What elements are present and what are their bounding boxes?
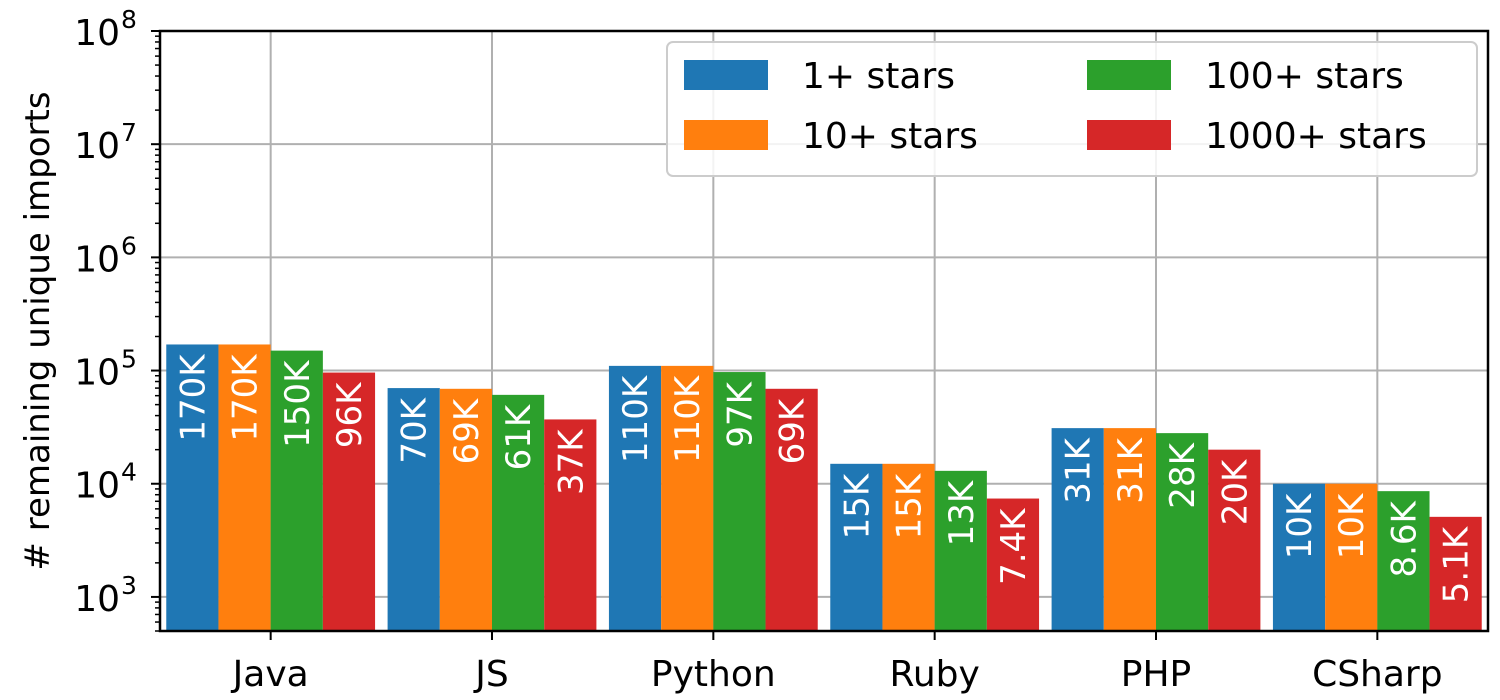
bar-value-label: 28K [1163, 441, 1203, 508]
legend: 1+ stars 10+ stars 100+ stars 1000+ stars [666, 41, 1478, 177]
bar-value-label: 37K [551, 428, 591, 495]
y-tick-label: 10 [74, 239, 120, 280]
y-tick-label: 10 [74, 353, 120, 394]
bar-value-label: 110K [616, 374, 656, 463]
legend-swatch [1087, 120, 1171, 150]
y-tick-exponent: 5 [121, 345, 137, 374]
y-tick-exponent: 6 [121, 231, 137, 260]
y-axis-title: # remaining unique imports [18, 91, 58, 570]
bar [986, 498, 1040, 631]
x-tick-label: JS [473, 654, 508, 695]
x-tick-label: PHP [1121, 654, 1192, 695]
y-tick-label: 10 [74, 579, 120, 620]
bar-value-label: 5.1K [1437, 525, 1477, 603]
y-tick-exponent: 3 [121, 571, 137, 600]
bar [387, 388, 440, 631]
bar-value-label: 70K [395, 396, 435, 463]
bar [1429, 516, 1482, 631]
bar-value-label: 97K [720, 380, 760, 447]
bar-value-label: 13K [942, 479, 982, 546]
y-tick-label: 10 [74, 126, 120, 167]
bar [1208, 449, 1261, 631]
bar [1051, 428, 1104, 631]
bar-value-label: 69K [447, 397, 487, 464]
bar [1325, 483, 1378, 631]
bar [882, 463, 935, 631]
bar-value-label: 170K [226, 353, 266, 442]
bar [166, 344, 219, 631]
y-tick-exponent: 4 [121, 458, 137, 487]
bar [492, 394, 545, 631]
bar-value-label: 10K [1280, 492, 1320, 559]
bar [713, 372, 766, 631]
y-tick-exponent: 7 [121, 118, 137, 147]
y-tick-label: 10 [74, 466, 120, 507]
bar-value-label: 8.6K [1384, 499, 1424, 577]
plot-frame [158, 29, 1490, 633]
x-tick-label: Ruby [889, 654, 979, 695]
bar-value-label: 150K [278, 359, 318, 448]
bar-value-label: 31K [1111, 436, 1151, 503]
bar-value-label: 69K [773, 397, 813, 464]
bar [1377, 491, 1430, 631]
x-tick-label: Python [651, 654, 776, 695]
bar [439, 388, 492, 631]
legend-frame [666, 41, 1478, 177]
bar-value-label: 170K [173, 353, 213, 442]
legend-swatch [1087, 60, 1171, 90]
bar [765, 388, 818, 631]
bar-value-label: 20K [1215, 458, 1255, 525]
bar [1272, 483, 1326, 631]
bar [1156, 433, 1209, 631]
x-tick-label: Java [231, 654, 309, 695]
bar-value-label: 7.4K [994, 507, 1034, 585]
bar [608, 365, 662, 631]
bar-value-label: 31K [1059, 436, 1099, 503]
legend-label: 1000+ stars [1205, 116, 1427, 157]
bars-layer [166, 344, 1482, 631]
bar [218, 344, 271, 631]
y-tick-exponent: 8 [121, 5, 137, 34]
bar [830, 463, 883, 631]
bar [544, 419, 597, 631]
x-tick-label: CSharp [1312, 654, 1443, 695]
bar-value-label: 61K [499, 403, 539, 470]
legend-label: 100+ stars [1205, 56, 1404, 97]
bar [322, 372, 376, 631]
bar-value-label: 10K [1332, 492, 1372, 559]
legend-swatch [684, 60, 768, 90]
bar-value-label: 96K [330, 381, 370, 448]
legend-label: 10+ stars [802, 116, 978, 157]
bar [1103, 428, 1156, 631]
y-tick-label: 10 [74, 13, 120, 54]
legend-label: 1+ stars [802, 56, 955, 97]
bar-value-label: 15K [837, 472, 877, 539]
bar-value-label: 110K [668, 374, 708, 463]
bar [270, 350, 323, 631]
legend-swatch [684, 120, 768, 150]
bar [661, 365, 714, 631]
bar [934, 470, 987, 631]
bar-value-label: 15K [890, 472, 930, 539]
bar-labels-layer: 170K 70K 110K 15K 31K 10K 170K 69K 110K 15K 31K 10K… [173, 353, 1476, 603]
